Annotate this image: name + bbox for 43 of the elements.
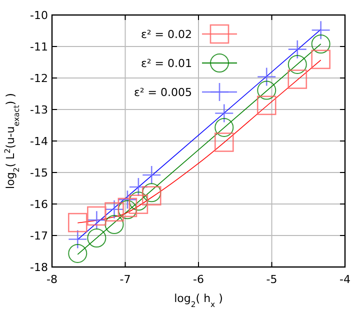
point — [142, 165, 162, 185]
x-tick-label: -5 — [266, 273, 278, 286]
point — [311, 50, 330, 70]
point — [256, 67, 276, 86]
point — [68, 244, 88, 263]
legend-label: ε² = 0.01 — [140, 57, 192, 70]
point — [257, 80, 276, 100]
x-tick-label: -8 — [46, 273, 58, 286]
point — [256, 96, 276, 116]
y-tick-label: -14 — [30, 135, 48, 148]
point — [68, 212, 88, 232]
point — [142, 186, 162, 206]
point — [214, 104, 234, 123]
point — [311, 34, 330, 54]
point — [87, 206, 106, 226]
y-tick-label: -16 — [30, 198, 48, 211]
y-tick-label: -18 — [30, 261, 48, 274]
point — [214, 132, 234, 152]
point — [288, 54, 307, 74]
point — [87, 228, 106, 248]
y-tick-label: -11 — [30, 40, 48, 54]
point — [214, 118, 234, 137]
x-tick-label: -6 — [193, 273, 204, 286]
legend-label: ε² = 0.02 — [140, 28, 192, 41]
point — [128, 192, 148, 211]
x-tick-label: -4 — [340, 273, 350, 286]
point — [128, 194, 148, 214]
point — [118, 190, 138, 210]
point — [311, 20, 330, 40]
y-tick-label: -17 — [30, 230, 48, 242]
y-tick-label: -12 — [30, 72, 48, 85]
point — [288, 70, 308, 89]
point — [104, 214, 124, 234]
legend-label: ε² = 0.005 — [134, 86, 192, 99]
y-tick-label: -15 — [30, 166, 48, 180]
point — [142, 183, 162, 202]
y-tick-label: -10 — [30, 9, 48, 22]
point — [87, 210, 106, 230]
point — [68, 230, 88, 249]
x-axis-title: log$_{2}$( h$_{x}$ ) — [174, 292, 223, 308]
point — [288, 40, 308, 59]
x-tick-label: -7 — [120, 273, 131, 286]
y-tick-label: -13 — [30, 104, 48, 116]
